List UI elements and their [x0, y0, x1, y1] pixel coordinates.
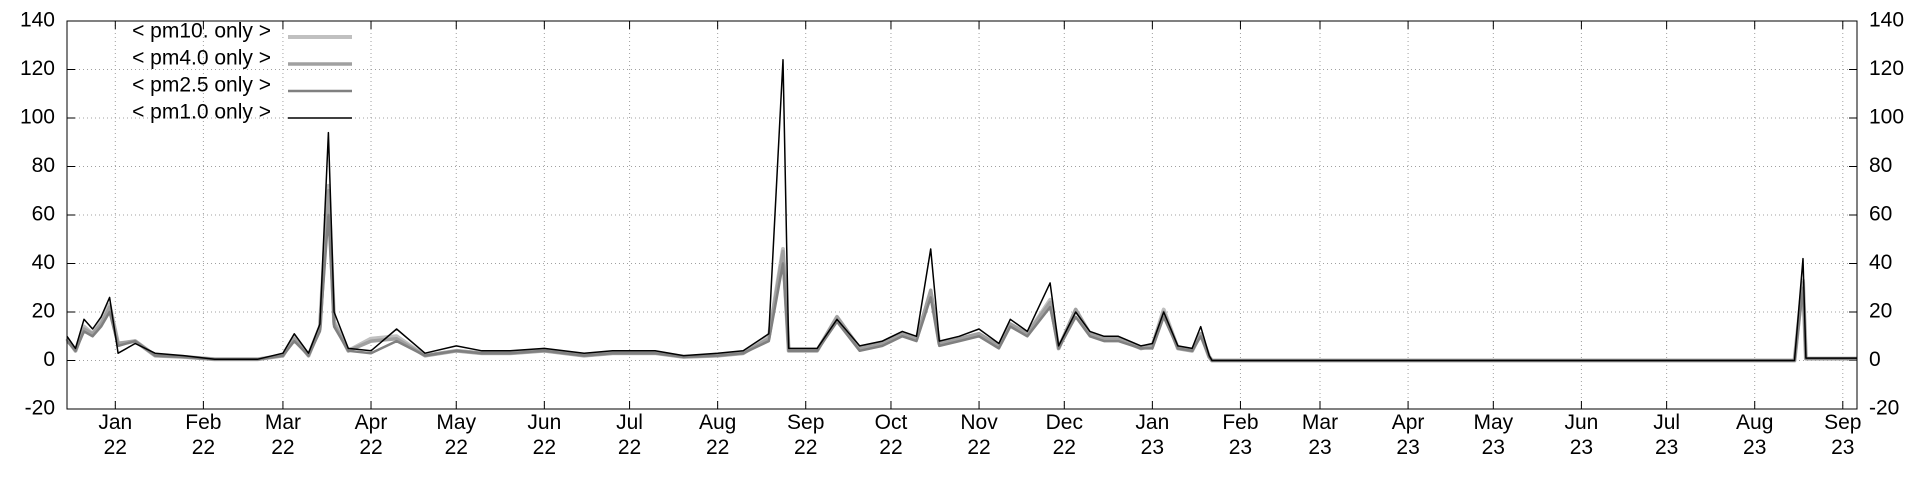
x-tick-label: Jun 23 — [1564, 411, 1599, 459]
x-tick-label: Jan 23 — [1135, 411, 1170, 459]
legend-label: < pm4.0 only > — [132, 47, 271, 70]
y-tick-label: 40 — [32, 251, 55, 274]
y-tick-label: 20 — [32, 300, 55, 323]
x-tick-label: Sep 22 — [787, 411, 825, 459]
y2-tick-label: 140 — [1869, 9, 1904, 32]
x-tick-label: Apr 22 — [354, 411, 388, 459]
x-tick-label: Jul 22 — [616, 411, 643, 459]
x-tick-label: Oct 22 — [874, 411, 908, 459]
y2-tick-label: 60 — [1869, 203, 1892, 226]
x-tick-label: Feb 23 — [1222, 411, 1259, 459]
x-tick-label: May 23 — [1473, 411, 1514, 459]
x-tick-label: May 22 — [436, 411, 477, 459]
y2-tick-label: 20 — [1869, 300, 1892, 323]
legend-label: < pm1.0 only > — [132, 101, 271, 124]
y-tick-label: 0 — [43, 348, 55, 371]
x-tick-label: Mar 22 — [264, 411, 301, 459]
x-tick-label: Sep 23 — [1824, 411, 1862, 459]
x-tick-label: Apr 23 — [1391, 411, 1425, 459]
y2-tick-label: 0 — [1869, 348, 1881, 371]
x-tick-label: Mar 23 — [1301, 411, 1339, 459]
y-tick-label: 80 — [32, 154, 55, 177]
x-tick-label: Jan 22 — [98, 411, 133, 459]
x-tick-label: Dec 22 — [1045, 411, 1083, 459]
x-tick-label: Nov 22 — [960, 411, 998, 459]
y2-tick-label: 120 — [1869, 57, 1904, 80]
y-tick-label: 120 — [20, 57, 55, 80]
y2-tick-label: 40 — [1869, 251, 1892, 274]
y2-tick-label: -20 — [1869, 397, 1899, 420]
y-tick-label: 60 — [32, 203, 55, 226]
plot-frame — [66, 20, 1858, 410]
x-tick-label: Jun 22 — [527, 411, 562, 459]
y-tick-label: 100 — [20, 106, 55, 129]
y-tick-label: 140 — [20, 9, 55, 32]
x-tick-label: Jul 23 — [1653, 411, 1681, 459]
x-tick-label: Aug 22 — [698, 411, 737, 459]
legend-label: < pm10. only > — [132, 20, 271, 43]
y2-tick-label: 100 — [1869, 106, 1904, 129]
data-line — [66, 213, 1857, 362]
x-tick-label: Feb 22 — [185, 411, 222, 459]
y-tick-label: -20 — [25, 397, 55, 420]
x-tick-label: Aug 23 — [1736, 411, 1774, 459]
y2-tick-label: 80 — [1869, 154, 1892, 177]
data-line — [66, 59, 1857, 362]
data-line — [65, 183, 1857, 363]
legend-label: < pm2.5 only > — [132, 74, 271, 97]
